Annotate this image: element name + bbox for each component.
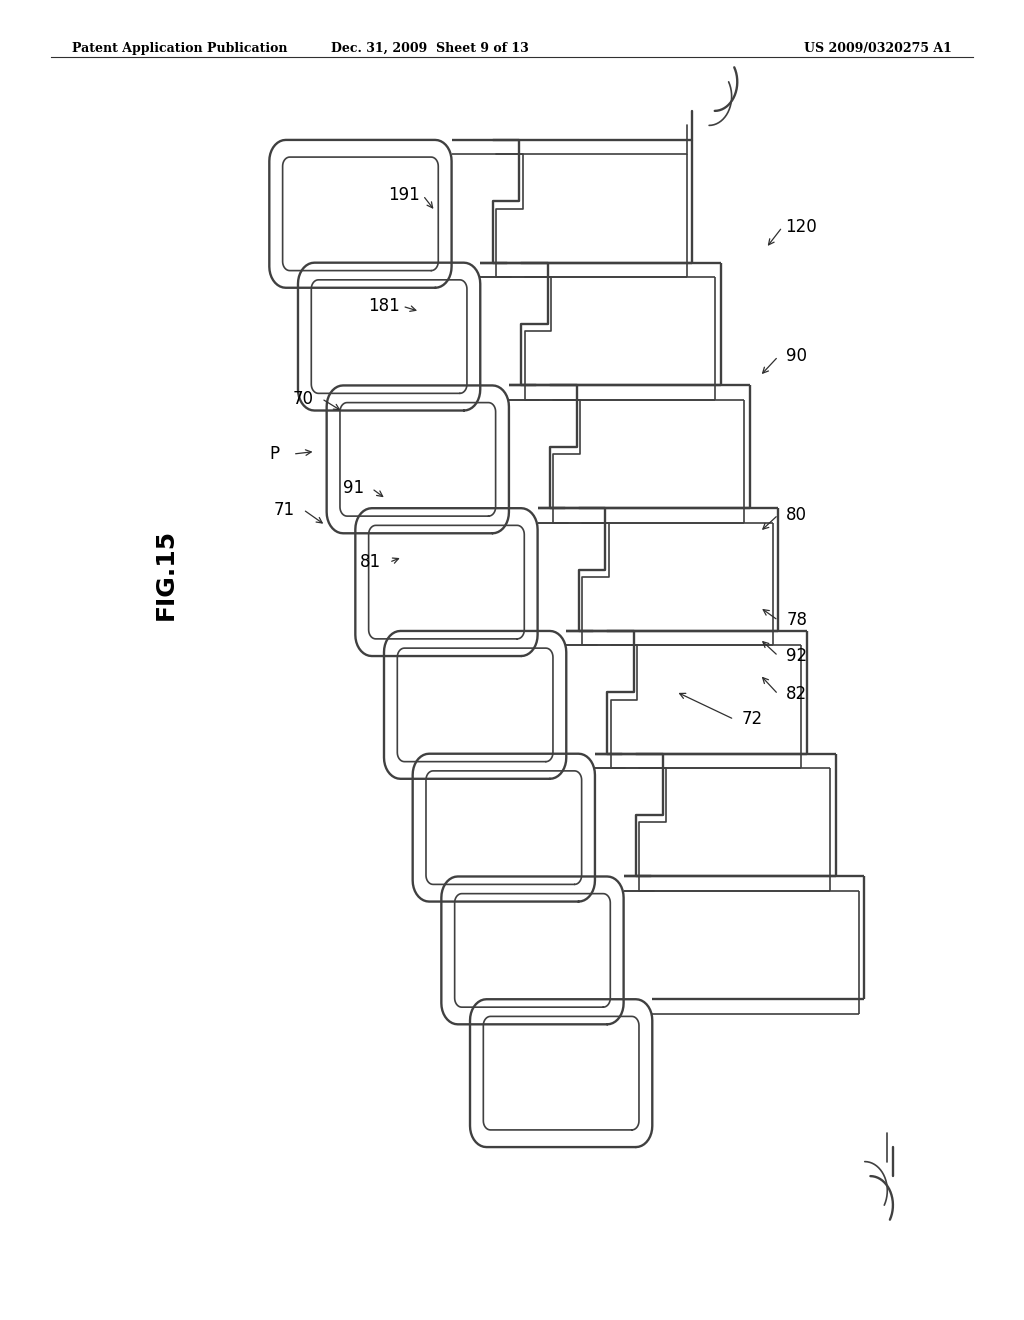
Text: P: P: [269, 445, 280, 463]
Text: 81: 81: [360, 553, 381, 572]
Text: 78: 78: [786, 611, 807, 630]
Text: 82: 82: [786, 685, 807, 704]
Text: 92: 92: [786, 647, 807, 665]
Text: 191: 191: [388, 186, 421, 205]
Text: 71: 71: [274, 500, 295, 519]
Text: US 2009/0320275 A1: US 2009/0320275 A1: [805, 42, 952, 55]
Text: 80: 80: [786, 506, 807, 524]
Text: 120: 120: [784, 218, 817, 236]
Text: 181: 181: [368, 297, 400, 315]
Text: FIG.15: FIG.15: [154, 528, 178, 620]
Text: 91: 91: [343, 479, 364, 498]
Text: 72: 72: [742, 710, 763, 729]
Text: Patent Application Publication: Patent Application Publication: [72, 42, 287, 55]
Text: 90: 90: [786, 347, 807, 366]
Text: Dec. 31, 2009  Sheet 9 of 13: Dec. 31, 2009 Sheet 9 of 13: [331, 42, 529, 55]
Text: 70: 70: [293, 389, 313, 408]
